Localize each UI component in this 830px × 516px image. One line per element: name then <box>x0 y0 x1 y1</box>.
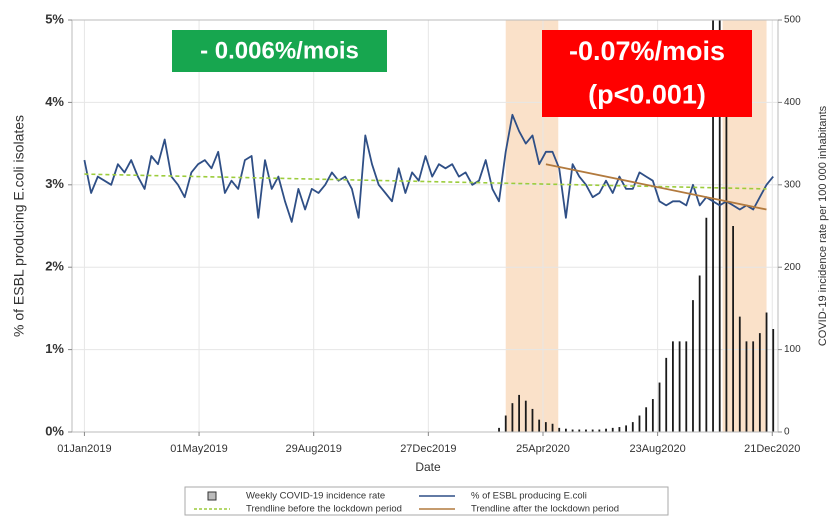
x-tick-label: 21Dec2020 <box>744 443 800 455</box>
legend-label: Trendline before the lockdown period <box>246 504 402 515</box>
line-series <box>545 163 767 211</box>
y-tick-label: 5% <box>45 11 64 26</box>
x-tick-label: 23Aug2020 <box>629 443 685 455</box>
legend: Weekly COVID-19 incidence rate % of ESBL … <box>194 491 619 515</box>
y2-axis-label: COVID-19 incidence rate per 100 000 inha… <box>817 105 829 346</box>
x-tick-label: 01Jan2019 <box>57 443 111 455</box>
plot-frame <box>71 19 779 433</box>
y-tick-label: 4% <box>45 94 64 109</box>
y-tick-label: 0% <box>45 423 64 438</box>
legend-swatch <box>207 491 217 501</box>
y2-tick-label: 500 <box>784 15 801 26</box>
x-axis-label: Date <box>415 460 441 474</box>
line-series <box>83 113 774 223</box>
annotation-box <box>172 30 387 72</box>
annotation-text: (p<0.001) <box>588 79 706 109</box>
plot-marks <box>83 20 775 432</box>
legend-label: % of ESBL producing E.coli <box>471 491 587 502</box>
y-tick-label: 1% <box>45 341 64 356</box>
annotation-text: -0.07%/mois <box>569 36 725 66</box>
y2-tick-label: 200 <box>784 262 801 273</box>
annotation-box <box>542 30 752 117</box>
y2-tick-label: 400 <box>784 97 801 108</box>
y2-tick-label: 100 <box>784 344 801 355</box>
y2-tick-label: 0 <box>784 427 790 438</box>
y-tick-label: 2% <box>45 259 64 274</box>
legend-frame <box>184 486 669 516</box>
legend-label: Weekly COVID-19 incidence rate <box>246 491 385 502</box>
y-axis-label: % of ESBL producing E.coli isolates <box>11 115 27 337</box>
x-tick-label: 27Dec2019 <box>400 443 456 455</box>
x-tick-label: 29Aug2019 <box>286 443 342 455</box>
x-tick-label: 25Apr2020 <box>516 443 570 455</box>
annotation-text: - 0.006%/mois <box>200 37 359 64</box>
y-tick-label: 3% <box>45 176 64 191</box>
legend-label: Trendline after the lockdown period <box>471 504 619 515</box>
axes: 01Jan2019 01May2019 29Aug2019 27Dec2019 25Ap… <box>45 11 801 454</box>
y2-tick-label: 300 <box>784 179 801 190</box>
x-tick-label: 01May2019 <box>170 443 228 455</box>
annotations: - 0.006%/mois -0.07%/mois (p<0.001) <box>172 30 752 117</box>
